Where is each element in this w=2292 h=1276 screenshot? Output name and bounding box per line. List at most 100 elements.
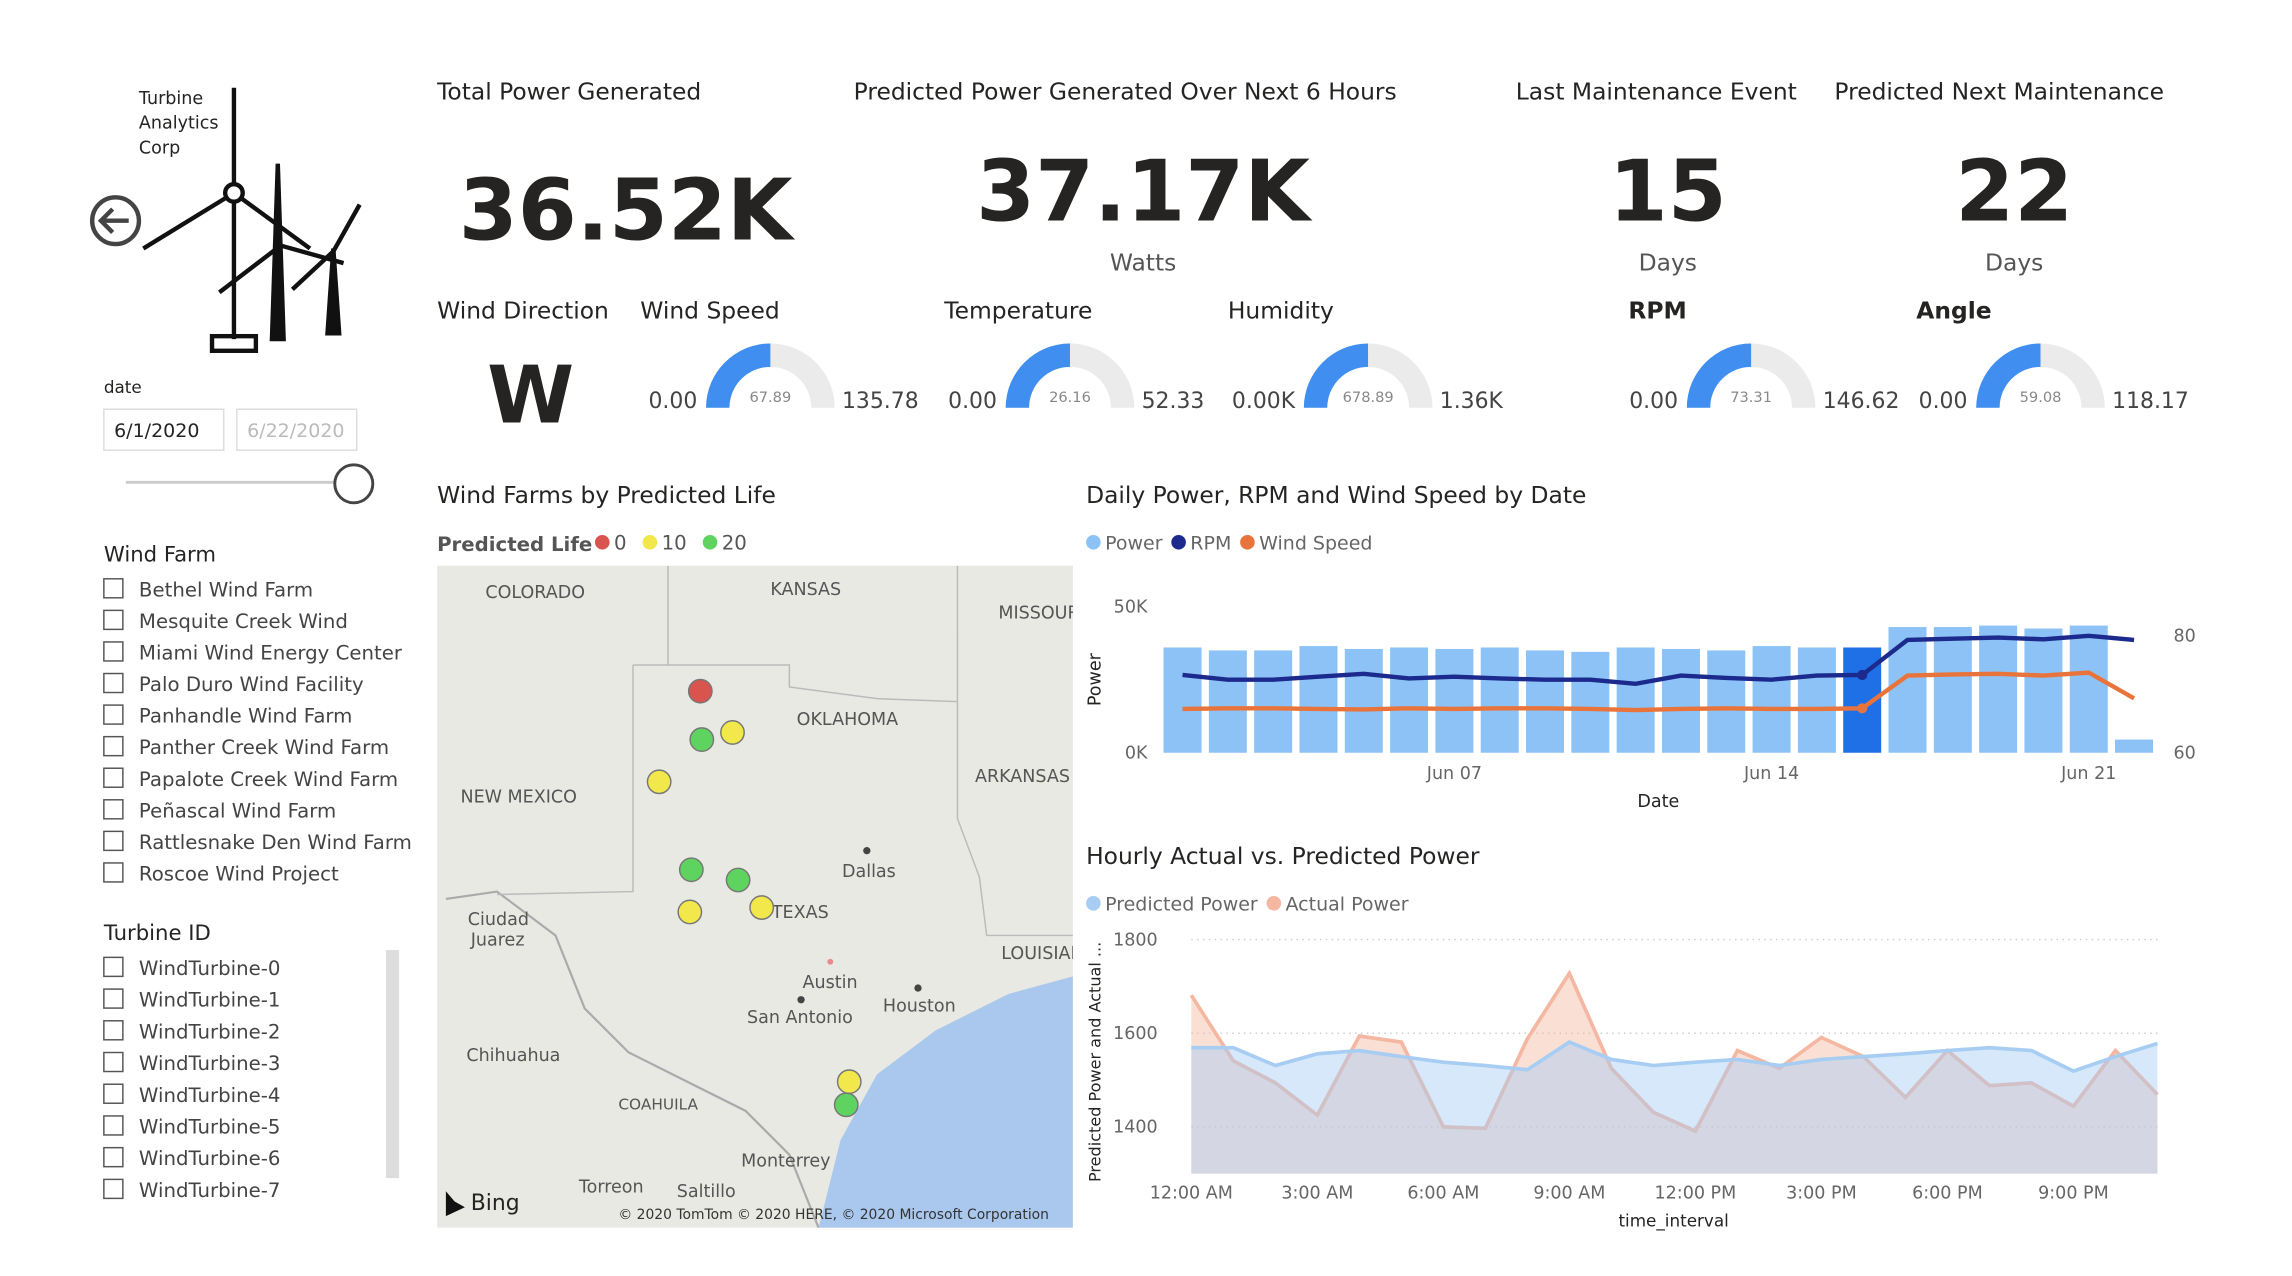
filter-item: WindTurbine-4 bbox=[139, 1084, 281, 1107]
gauge-min: 0.00K bbox=[1232, 389, 1296, 414]
filter-label: date bbox=[104, 377, 142, 397]
map-label: San Antonio bbox=[747, 1008, 853, 1028]
bar bbox=[1254, 650, 1293, 753]
x-tick-label: Jun 07 bbox=[1426, 764, 1482, 784]
filter-item: WindTurbine-3 bbox=[139, 1052, 281, 1075]
filter-item: Panhandle Wind Farm bbox=[139, 705, 352, 728]
legend-swatch bbox=[1240, 534, 1255, 550]
filter-item: Palo Duro Wind Facility bbox=[139, 673, 364, 696]
checkbox[interactable] bbox=[103, 956, 124, 978]
map-point[interactable] bbox=[833, 1092, 859, 1118]
gauge-max: 146.62 bbox=[1823, 389, 1900, 414]
area bbox=[1191, 973, 2158, 1174]
legend-label: 20 bbox=[722, 532, 747, 555]
checkbox[interactable] bbox=[103, 830, 124, 852]
map-label: Torreon bbox=[578, 1178, 644, 1198]
map-point[interactable] bbox=[646, 769, 672, 795]
map-label: NEW MEXICO bbox=[460, 787, 576, 807]
filter-item: Panther Creek Wind Farm bbox=[139, 736, 389, 759]
map-point[interactable] bbox=[677, 899, 703, 925]
x-tick-label: 9:00 AM bbox=[1533, 1184, 1605, 1204]
x-tick-label: 12:00 PM bbox=[1655, 1184, 1737, 1204]
map-point[interactable] bbox=[678, 857, 704, 883]
logo-text: Corp bbox=[139, 138, 180, 158]
gauge-max: 135.78 bbox=[842, 389, 919, 414]
kpi-title: Total Power Generated bbox=[436, 77, 701, 105]
checkbox[interactable] bbox=[103, 1115, 124, 1136]
checkbox[interactable] bbox=[103, 735, 124, 757]
gauge-title: Humidity bbox=[1228, 297, 1334, 325]
checkbox[interactable] bbox=[103, 1083, 124, 1104]
checkbox[interactable] bbox=[103, 1020, 124, 1041]
y-axis-label: Predicted Power and Actual ... bbox=[1086, 942, 1105, 1182]
scrollbar[interactable] bbox=[385, 950, 400, 1179]
gauge-title: Wind Speed bbox=[640, 297, 779, 325]
gauge-max: 1.36K bbox=[1440, 389, 1504, 414]
map-point[interactable] bbox=[725, 867, 751, 893]
filter-item: Papalote Creek Wind Farm bbox=[139, 768, 398, 791]
map-label: Houston bbox=[883, 996, 956, 1016]
map-label: KANSAS bbox=[770, 580, 841, 600]
back-button[interactable] bbox=[89, 195, 142, 247]
bar bbox=[1752, 646, 1791, 753]
gauge-min: 0.00 bbox=[948, 389, 997, 414]
kpi-value: W bbox=[487, 349, 574, 441]
checkbox[interactable] bbox=[103, 988, 124, 1009]
map-label: COLORADO bbox=[485, 583, 585, 603]
checkbox[interactable] bbox=[103, 767, 124, 788]
map[interactable]: COLORADO KANSAS MISSOURI OKLAHOMA ARKANS… bbox=[437, 565, 1095, 1228]
x-tick-label: 6:00 PM bbox=[1912, 1184, 1983, 1204]
gauge-fill bbox=[1303, 343, 1369, 408]
gauge-value: 73.31 bbox=[1730, 389, 1772, 406]
gauge-max: 118.17 bbox=[2112, 389, 2189, 414]
date-input[interactable] bbox=[103, 408, 225, 451]
map-label: Dallas bbox=[842, 862, 896, 882]
checkbox[interactable] bbox=[103, 799, 124, 820]
map-point[interactable] bbox=[836, 1069, 862, 1095]
gauge-fill bbox=[706, 343, 771, 408]
legend-swatch bbox=[702, 534, 718, 550]
map-point[interactable] bbox=[720, 720, 745, 745]
kpi-title: Predicted Power Generated Over Next 6 Ho… bbox=[854, 77, 1397, 105]
bar bbox=[2024, 628, 2063, 753]
filter-title: Turbine ID bbox=[103, 920, 211, 945]
map-label: OKLAHOMA bbox=[797, 710, 898, 730]
map-point[interactable] bbox=[689, 727, 715, 753]
kpi-unit: Days bbox=[1639, 248, 1697, 276]
x-tick-label: 3:00 PM bbox=[1786, 1184, 1857, 1204]
filter-item: WindTurbine-2 bbox=[139, 1020, 281, 1043]
area bbox=[1191, 1042, 2158, 1174]
checkbox[interactable] bbox=[103, 1146, 124, 1168]
map-point[interactable] bbox=[687, 678, 713, 704]
gauge-min: 0.00 bbox=[1629, 389, 1678, 414]
y-axis-label: Power bbox=[1086, 652, 1106, 706]
filter-item: Bethel Wind Farm bbox=[139, 578, 313, 601]
legend-label: RPM bbox=[1190, 533, 1231, 555]
map-label: Juarez bbox=[470, 931, 525, 951]
checkbox[interactable] bbox=[103, 641, 124, 662]
legend-label: 10 bbox=[662, 532, 687, 555]
bar bbox=[1797, 647, 1836, 753]
filter-item: WindTurbine-5 bbox=[139, 1115, 281, 1138]
y-tick-label: 1400 bbox=[1113, 1118, 1158, 1138]
gauge-max: 52.33 bbox=[1142, 389, 1205, 414]
y-tick-label: 1600 bbox=[1113, 1024, 1158, 1044]
checkbox[interactable] bbox=[103, 1051, 124, 1073]
checkbox[interactable] bbox=[103, 672, 124, 694]
bar bbox=[1208, 650, 1247, 753]
slider-handle[interactable] bbox=[333, 463, 375, 505]
date-input[interactable] bbox=[236, 408, 358, 451]
kpi-value: 22 bbox=[1955, 142, 2073, 241]
map-point[interactable] bbox=[749, 895, 775, 920]
checkbox[interactable] bbox=[103, 704, 124, 725]
checkbox[interactable] bbox=[103, 609, 124, 631]
chart-title: Hourly Actual vs. Predicted Power bbox=[1086, 842, 1480, 870]
checkbox[interactable] bbox=[103, 578, 124, 599]
checkbox[interactable] bbox=[103, 862, 124, 883]
bar bbox=[1707, 650, 1746, 753]
checkbox[interactable] bbox=[103, 1178, 124, 1200]
y-tick-label: 1800 bbox=[1113, 930, 1158, 950]
legend-title: Predicted Life bbox=[437, 533, 592, 556]
y-tick-label: 0K bbox=[1125, 744, 1148, 764]
map-label: Chihuahua bbox=[466, 1046, 560, 1066]
